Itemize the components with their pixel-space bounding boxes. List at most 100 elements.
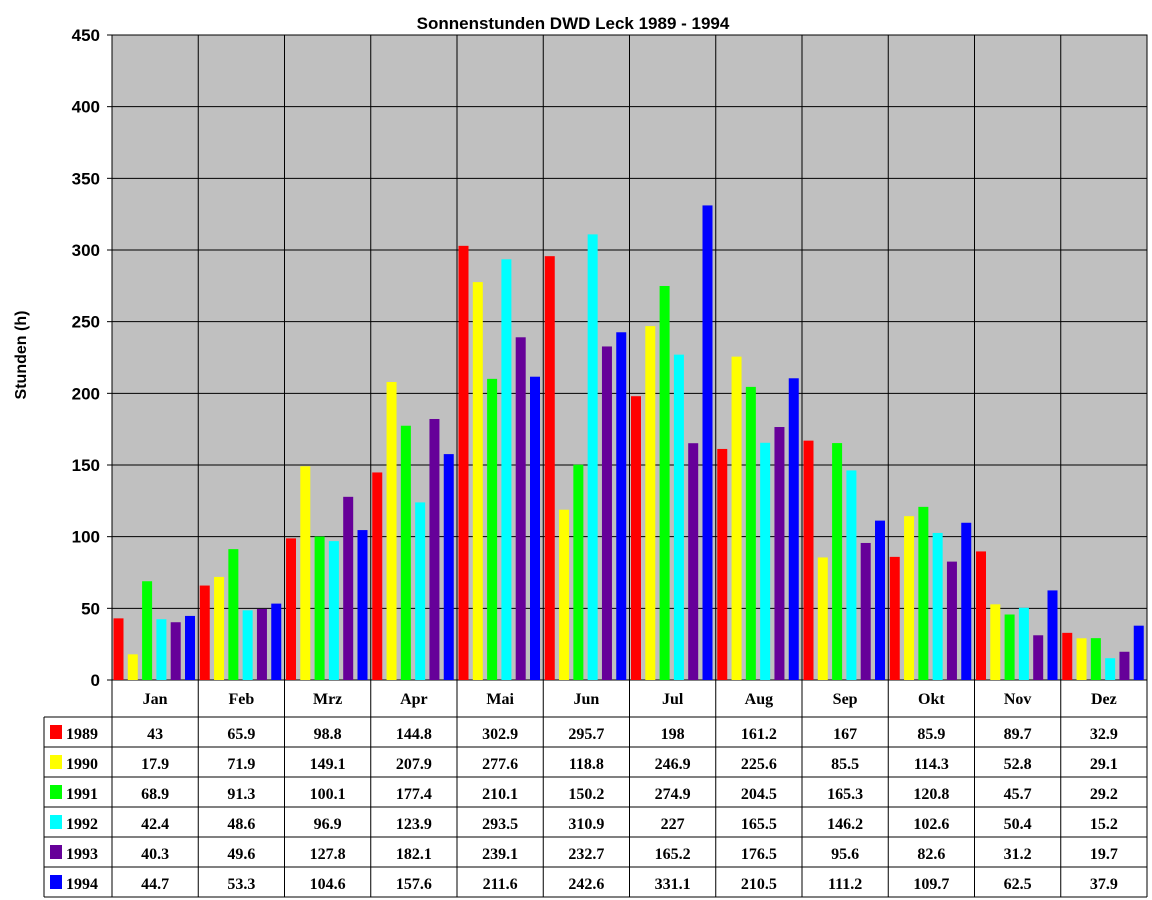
y-tick-label: 400 (72, 98, 100, 117)
bar-1994-Mai (530, 376, 540, 680)
bar-1993-Jun (601, 346, 612, 680)
bar-1990-Nov (990, 604, 1001, 680)
table-cell: 293.5 (482, 816, 518, 833)
table-cell: 242.6 (568, 876, 604, 893)
table-cell: 111.2 (828, 876, 862, 893)
table-cell: 114.3 (914, 756, 949, 773)
bar-1992-Jan (156, 619, 167, 680)
y-axis-label: Stunden (h) (13, 311, 30, 400)
x-tick-label: Jan (143, 691, 168, 708)
table-cell: 227 (661, 816, 685, 833)
bar-1994-Sep (875, 520, 885, 680)
x-tick-label: Sep (833, 691, 858, 708)
bar-1994-Dez (1133, 625, 1144, 680)
bar-1990-Apr (386, 382, 397, 680)
bar-1991-Apr (400, 425, 411, 680)
table-cell: 68.9 (141, 786, 169, 803)
table-cell: 239.1 (482, 846, 518, 863)
bar-1992-Mai (501, 259, 512, 680)
legend-key-1989 (50, 725, 62, 739)
x-tick-label: Mai (486, 691, 514, 708)
bar-1991-Jan (142, 581, 153, 680)
bar-1994-Feb (271, 603, 282, 680)
y-tick-label: 50 (81, 599, 100, 618)
bar-1993-Apr (429, 418, 440, 680)
bar-1989-Dez (1062, 632, 1073, 680)
bar-1989-Apr (372, 472, 383, 680)
table-cell: 210.1 (482, 786, 518, 803)
table-cell: 19.7 (1090, 846, 1118, 863)
legend-label: 1994 (66, 876, 98, 893)
table-cell: 71.9 (227, 756, 255, 773)
table-cell: 50.4 (1004, 816, 1032, 833)
bar-1989-Okt (889, 556, 900, 680)
bar-1993-Aug (774, 427, 785, 680)
bar-1990-Jun (559, 509, 570, 680)
bar-1993-Jul (688, 443, 699, 680)
table-cell: 165.3 (827, 786, 863, 803)
table-cell: 310.9 (568, 816, 604, 833)
bar-1991-Aug (745, 386, 756, 680)
table-cell: 123.9 (396, 816, 432, 833)
bar-1994-Jun (616, 332, 627, 680)
bar-1993-Feb (256, 608, 267, 680)
bar-1991-Nov (1004, 614, 1015, 680)
bar-1991-Sep (832, 443, 843, 680)
bar-1989-Aug (717, 448, 728, 680)
x-tick-label: Aug (745, 691, 773, 708)
data-table: Jan Feb Mrz Apr Mai Jun Jul Aug Sep Okt Nov Dez1989… (43, 680, 1148, 898)
table-cell: 109.7 (913, 876, 949, 893)
bar-1989-Mai (458, 245, 469, 681)
bar-1990-Feb (214, 576, 225, 680)
y-tick-label: 100 (72, 528, 100, 547)
table-cell: 274.9 (655, 786, 691, 803)
table-cell: 182.1 (396, 846, 432, 863)
bar-1989-Sep (803, 440, 814, 680)
table-cell: 157.6 (396, 876, 432, 893)
table-cell: 95.6 (831, 846, 859, 863)
table-cell: 295.7 (568, 726, 604, 743)
bar-1994-Jan (185, 615, 195, 680)
y-tick-label: 250 (72, 313, 100, 332)
x-tick-label: Apr (400, 691, 428, 708)
chart-title: Sonnenstunden DWD Leck 1989 - 1994 (417, 14, 730, 33)
table-cell: 161.2 (741, 726, 777, 743)
bar-1992-Apr (415, 502, 426, 680)
bar-1989-Jan (113, 618, 124, 680)
x-tick-label: Nov (1004, 691, 1032, 708)
bar-1992-Sep (846, 470, 857, 680)
bar-1992-Jun (587, 234, 598, 681)
bar-1991-Jun (573, 464, 584, 680)
bar-1991-Jul (659, 285, 670, 680)
x-tick-label: Dez (1091, 691, 1117, 708)
table-cell: 198 (661, 726, 685, 743)
table-cell: 165.2 (655, 846, 691, 863)
bar-1993-Nov (1033, 635, 1044, 680)
table-cell: 246.9 (655, 756, 691, 773)
table-cell: 52.8 (1004, 756, 1032, 773)
table-cell: 207.9 (396, 756, 432, 773)
legend-key-1992 (50, 815, 62, 829)
table-cell: 211.6 (483, 876, 518, 893)
table-cell: 277.6 (482, 756, 518, 773)
y-tick-label: 0 (91, 671, 100, 690)
legend-label: 1992 (66, 816, 98, 833)
table-cell: 232.7 (568, 846, 604, 863)
table-cell: 176.5 (741, 846, 777, 863)
bar-1994-Okt (961, 522, 972, 680)
table-cell: 102.6 (913, 816, 949, 833)
bar-1993-Mrz (343, 496, 354, 680)
table-cell: 91.3 (227, 786, 255, 803)
table-cell: 177.4 (396, 786, 432, 803)
table-cell: 32.9 (1090, 726, 1118, 743)
table-cell: 302.9 (482, 726, 518, 743)
bar-1992-Nov (1018, 607, 1029, 680)
legend-key-1991 (50, 785, 62, 799)
table-cell: 65.9 (227, 726, 255, 743)
table-cell: 204.5 (741, 786, 777, 803)
bar-1991-Mrz (314, 536, 325, 680)
bar-1989-Jun (544, 256, 555, 680)
table-cell: 37.9 (1090, 876, 1118, 893)
table-cell: 144.8 (396, 726, 432, 743)
